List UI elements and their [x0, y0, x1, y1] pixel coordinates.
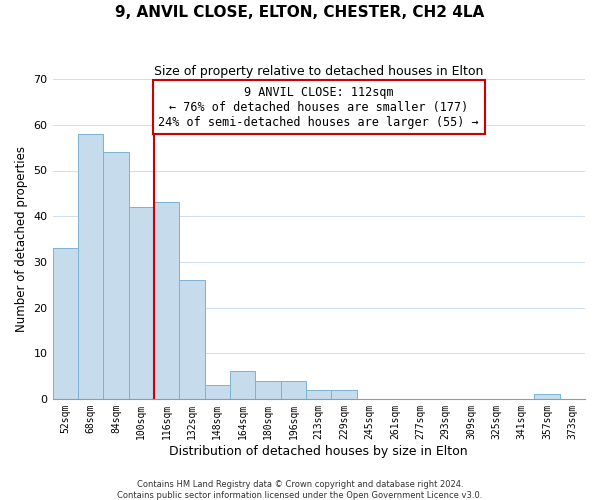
- X-axis label: Distribution of detached houses by size in Elton: Distribution of detached houses by size …: [169, 444, 468, 458]
- Bar: [128, 207, 154, 399]
- Bar: [230, 372, 256, 399]
- Title: Size of property relative to detached houses in Elton: Size of property relative to detached ho…: [154, 65, 484, 78]
- Text: Contains HM Land Registry data © Crown copyright and database right 2024.
Contai: Contains HM Land Registry data © Crown c…: [118, 480, 482, 500]
- Bar: [179, 280, 205, 399]
- Bar: [306, 390, 331, 399]
- Bar: [154, 202, 179, 399]
- Bar: [205, 385, 230, 399]
- Bar: [331, 390, 357, 399]
- Text: 9 ANVIL CLOSE: 112sqm
← 76% of detached houses are smaller (177)
24% of semi-det: 9 ANVIL CLOSE: 112sqm ← 76% of detached …: [158, 86, 479, 128]
- Bar: [103, 152, 128, 399]
- Bar: [534, 394, 560, 399]
- Bar: [78, 134, 103, 399]
- Bar: [281, 380, 306, 399]
- Bar: [256, 380, 281, 399]
- Bar: [53, 248, 78, 399]
- Text: 9, ANVIL CLOSE, ELTON, CHESTER, CH2 4LA: 9, ANVIL CLOSE, ELTON, CHESTER, CH2 4LA: [115, 5, 485, 20]
- Y-axis label: Number of detached properties: Number of detached properties: [15, 146, 28, 332]
